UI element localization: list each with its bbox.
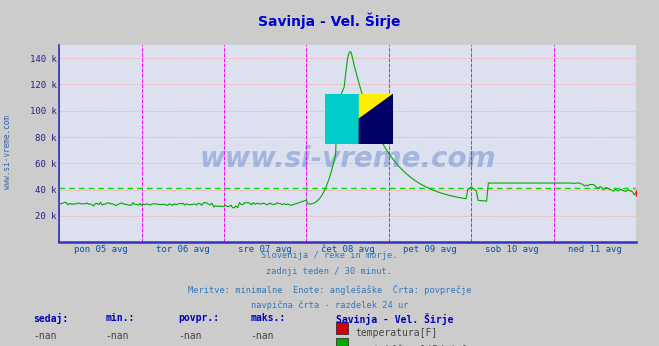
Text: temperatura[F]: temperatura[F] [356,328,438,338]
Text: Savinja - Vel. Širje: Savinja - Vel. Širje [336,313,453,325]
Text: Meritve: minimalne  Enote: anglešaške  Črta: povprečje: Meritve: minimalne Enote: anglešaške Črt… [188,284,471,294]
Polygon shape [359,94,393,119]
Text: -nan: -nan [178,331,202,341]
Text: Slovenija / reke in morje.: Slovenija / reke in morje. [261,251,398,260]
Text: sedaj:: sedaj: [33,313,68,324]
Text: min.:: min.: [105,313,135,323]
Text: navpična črta - razdelek 24 ur: navpična črta - razdelek 24 ur [251,301,408,310]
Polygon shape [326,94,359,144]
Text: -nan: -nan [105,331,129,341]
Polygon shape [359,94,393,144]
Text: pretok[čevelj3/min]: pretok[čevelj3/min] [356,345,467,346]
Text: -nan: -nan [250,331,274,341]
Text: zadnji teden / 30 minut.: zadnji teden / 30 minut. [266,267,393,276]
Text: www.si-vreme.com: www.si-vreme.com [200,145,496,173]
Text: -nan: -nan [33,331,57,341]
Text: maks.:: maks.: [250,313,285,323]
Text: povpr.:: povpr.: [178,313,219,323]
Text: Savinja - Vel. Širje: Savinja - Vel. Širje [258,12,401,29]
Text: www.si-vreme.com: www.si-vreme.com [3,115,13,189]
